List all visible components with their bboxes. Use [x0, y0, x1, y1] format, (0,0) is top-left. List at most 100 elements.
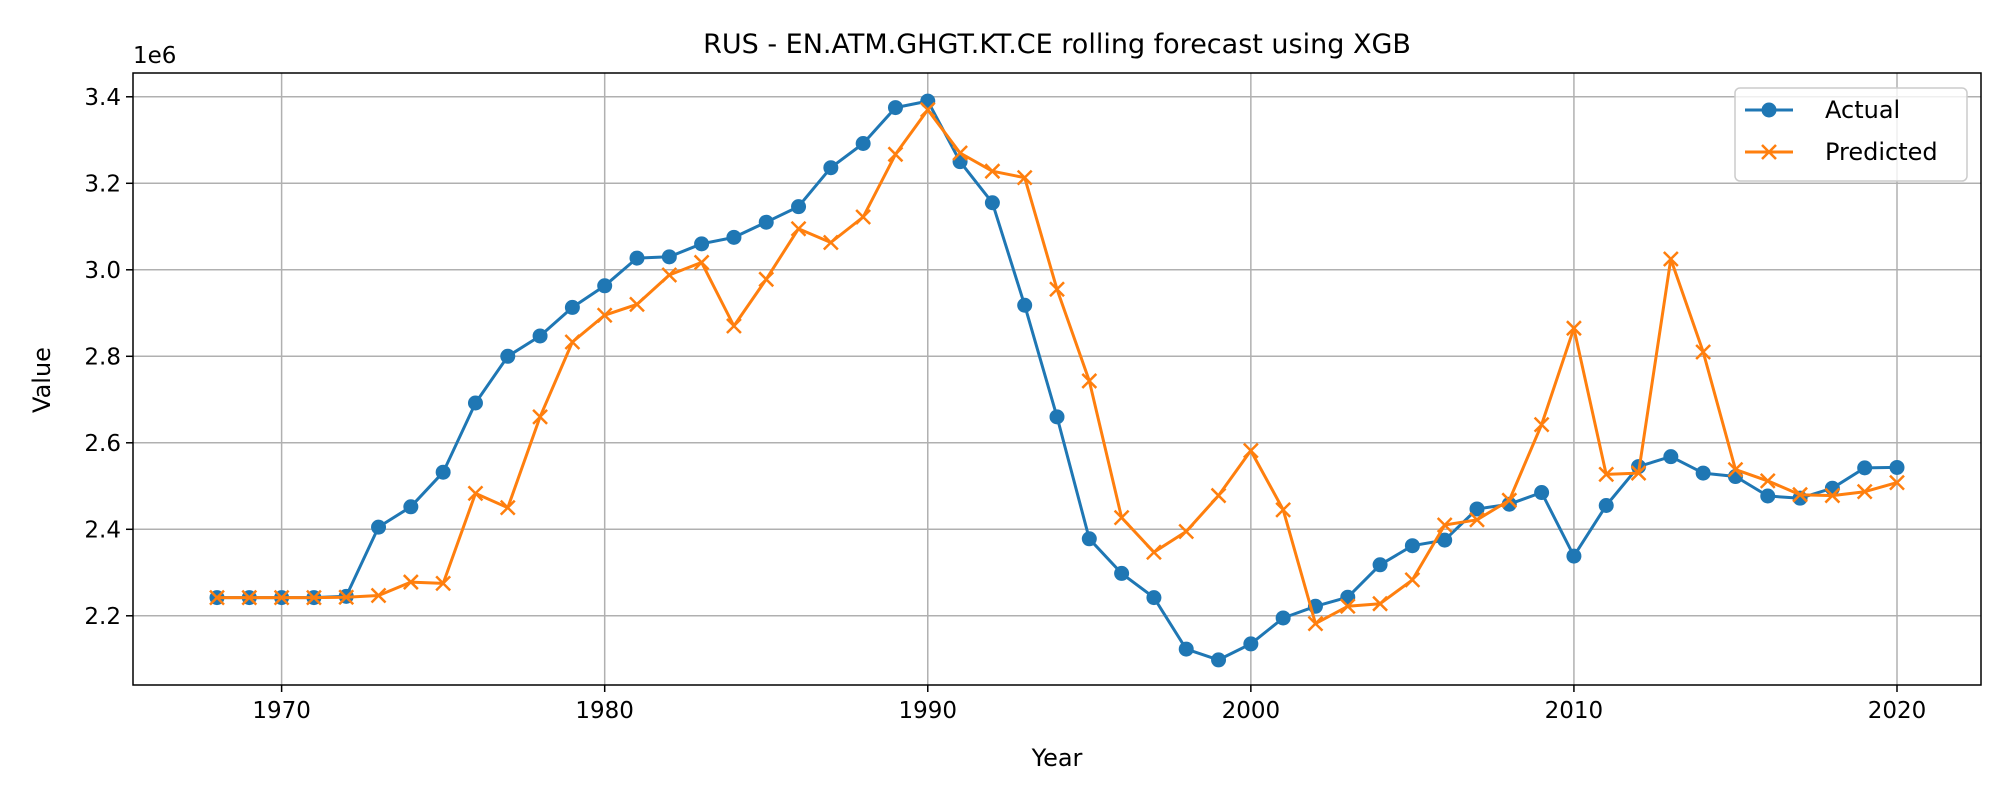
legend-marker-predicted: [1761, 144, 1777, 160]
y-tick-label: 3.0: [84, 258, 121, 284]
y-axis-label: Value: [28, 347, 56, 413]
axis-ticks: 1970 1980 1990 2000 2010 2020 2.2 2.4 2.6 2.8 3.0 3…: [84, 85, 1926, 724]
data-point-actual: [1404, 538, 1420, 554]
data-point-predicted: [1695, 344, 1712, 360]
data-point-predicted: [661, 267, 678, 283]
data-point-actual: [1889, 459, 1905, 475]
y-tick-label: 2.2: [84, 604, 121, 630]
data-point-actual: [791, 199, 807, 215]
data-point-predicted: [532, 408, 548, 425]
plot-area-frame: [132, 72, 1982, 686]
y-tick-label: 2.8: [84, 344, 121, 370]
data-point-predicted: [1016, 169, 1033, 186]
data-point-actual: [1114, 565, 1130, 581]
data-point-predicted: [1566, 320, 1582, 337]
data-point-predicted: [1533, 416, 1550, 433]
data-point-actual: [564, 299, 580, 315]
data-point-actual: [1501, 496, 1517, 512]
y-tick-label: 3.4: [84, 85, 121, 111]
data-point-predicted: [887, 146, 904, 163]
data-point-predicted: [1081, 373, 1098, 389]
data-point-predicted: [1178, 523, 1195, 540]
data-point-predicted: [1307, 615, 1324, 632]
y-tick-label: 2.4: [84, 517, 121, 543]
data-point-predicted: [822, 234, 839, 251]
x-axis-label: Year: [1031, 744, 1083, 772]
legend-label-predicted: Predicted: [1825, 138, 1938, 166]
data-point-actual: [1049, 409, 1065, 425]
data-point-actual: [597, 278, 613, 294]
data-point-actual: [1437, 532, 1453, 548]
data-point-actual: [1857, 460, 1873, 476]
data-point-predicted: [1275, 501, 1292, 518]
data-point-actual: [1663, 449, 1679, 465]
data-point-predicted: [1630, 465, 1647, 481]
data-point-actual: [726, 229, 742, 245]
data-point-predicted: [1404, 572, 1421, 588]
y-axis-multiplier: 1e6: [133, 43, 176, 69]
data-point-predicted: [1727, 461, 1744, 478]
data-point-actual: [920, 93, 936, 109]
data-point-predicted: [499, 499, 516, 516]
data-point-actual: [1081, 531, 1097, 547]
data-point-predicted: [629, 296, 645, 313]
data-point-predicted: [435, 575, 452, 592]
data-point-actual: [1372, 557, 1388, 573]
data-point-actual: [1566, 548, 1582, 564]
data-point-predicted: [984, 163, 1001, 180]
data-point-predicted: [855, 209, 872, 225]
data-point-predicted: [402, 574, 419, 590]
data-point-actual: [1211, 652, 1227, 668]
x-tick-label: 2020: [1868, 698, 1927, 724]
data-point-actual: [1243, 636, 1259, 652]
data-point-actual: [1178, 641, 1194, 657]
data-point-actual: [403, 499, 419, 515]
data-point-predicted: [273, 589, 290, 606]
data-point-predicted: [1049, 281, 1065, 298]
data-point-predicted: [1598, 466, 1615, 483]
data-point-predicted: [564, 334, 581, 350]
legend-marker-actual: [1761, 102, 1777, 118]
data-point-predicted: [1339, 598, 1356, 615]
data-point-actual: [758, 214, 774, 230]
data-point-actual: [1695, 465, 1711, 481]
data-point-predicted: [1469, 511, 1485, 528]
data-point-actual: [823, 160, 839, 176]
data-point-actual: [694, 236, 710, 252]
series-predicted: [209, 101, 1905, 632]
data-point-actual: [1017, 297, 1033, 313]
data-point-actual: [629, 250, 645, 266]
data-point-actual: [371, 519, 387, 535]
data-point-predicted: [1501, 492, 1518, 509]
data-point-predicted: [338, 589, 355, 606]
data-point-predicted: [1210, 487, 1227, 504]
legend: Actual Predicted: [1734, 87, 1968, 182]
data-point-predicted: [1146, 544, 1162, 561]
data-point-predicted: [1242, 442, 1259, 459]
data-point-actual: [984, 195, 1000, 211]
data-point-actual: [661, 249, 677, 265]
data-point-actual: [532, 328, 548, 344]
data-point-predicted: [467, 485, 484, 502]
series-layer: [209, 93, 1905, 668]
data-point-predicted: [1436, 517, 1453, 533]
legend-label-actual: Actual: [1825, 96, 1900, 124]
chart-title: RUS - EN.ATM.GHGT.KT.CE rolling forecast…: [703, 29, 1411, 60]
data-point-predicted: [790, 220, 807, 237]
data-point-actual: [855, 135, 871, 151]
data-point-predicted: [726, 318, 742, 334]
data-point-actual: [500, 348, 516, 364]
data-point-actual: [1760, 488, 1776, 504]
data-point-predicted: [1662, 251, 1679, 267]
data-point-predicted: [241, 589, 258, 606]
x-tick-label: 1970: [252, 698, 311, 724]
data-point-predicted: [1792, 486, 1808, 503]
x-tick-label: 1990: [898, 698, 957, 724]
data-point-predicted: [370, 587, 387, 604]
data-point-actual: [1146, 590, 1162, 606]
x-tick-label: 2010: [1545, 698, 1604, 724]
data-point-predicted: [1824, 487, 1841, 504]
data-point-predicted: [596, 307, 613, 324]
